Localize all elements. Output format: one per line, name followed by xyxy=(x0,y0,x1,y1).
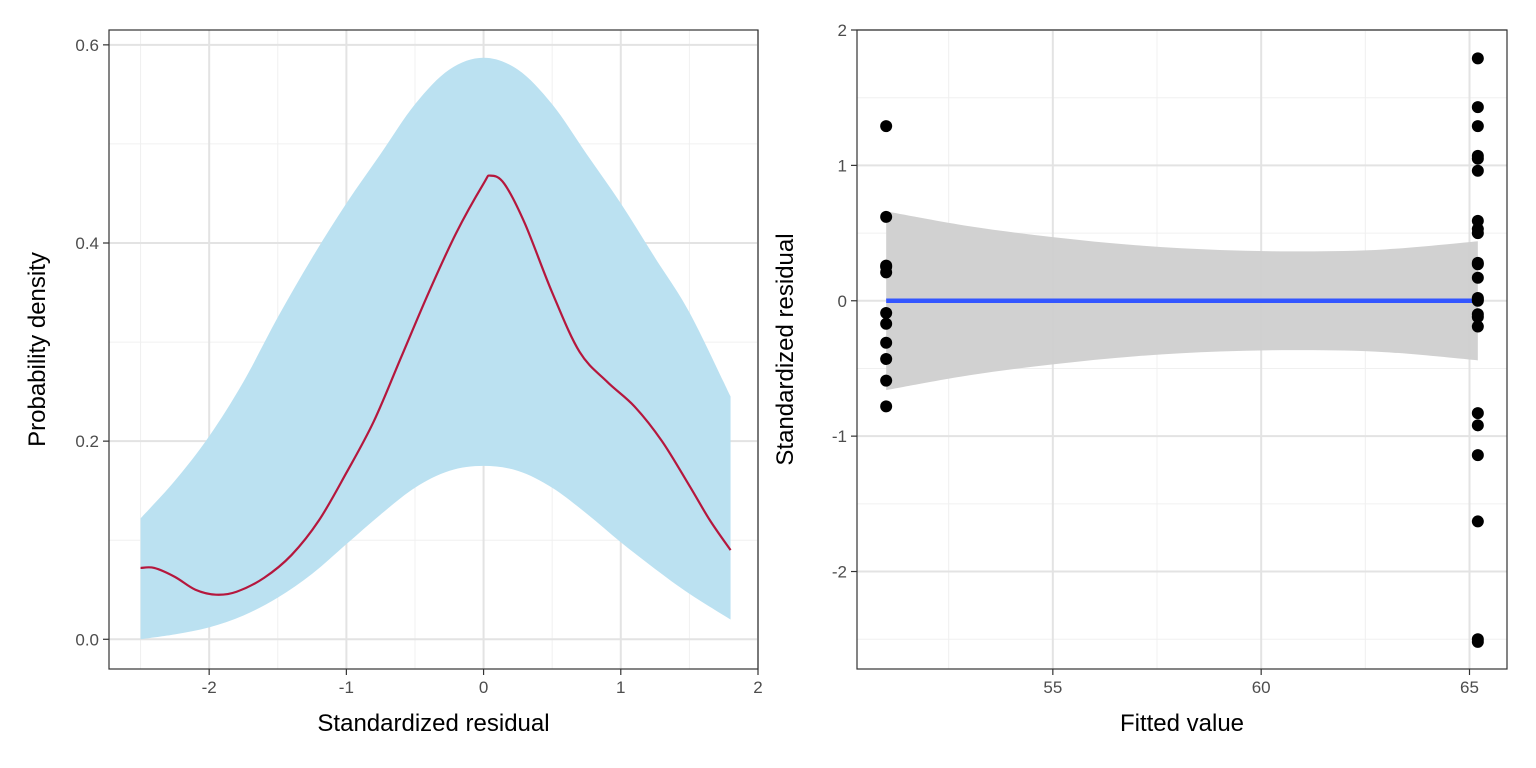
data-point xyxy=(880,317,893,330)
x-tick-label: -1 xyxy=(339,678,354,697)
x-tick-label: 65 xyxy=(1460,678,1479,697)
y-tick-label: -2 xyxy=(832,563,847,582)
data-point xyxy=(880,210,893,223)
x-axis-title: Standardized residual xyxy=(317,710,549,737)
confidence-band xyxy=(140,57,731,640)
density-plot-panel: -2 -1 0 1 2 0.0 0.2 0.4 0.6 Standardized residua… xyxy=(24,29,763,737)
y-tick-label: -1 xyxy=(832,427,847,446)
residual-plot-panel: 55 60 65 -2 -1 0 1 2 Fitted value Standardized … xyxy=(772,21,1508,737)
data-point xyxy=(1471,227,1484,240)
x-tick-label: 55 xyxy=(1043,678,1062,697)
data-point xyxy=(880,120,893,133)
y-tick-label: 1 xyxy=(838,156,847,175)
data-point xyxy=(1471,101,1484,114)
plot-border xyxy=(108,29,759,670)
data-point xyxy=(1471,515,1484,528)
data-point xyxy=(880,352,893,365)
axis-ticks: -2 -1 0 1 2 0.0 0.2 0.4 0.6 xyxy=(75,36,762,697)
data-point xyxy=(1471,449,1484,462)
data-point xyxy=(880,336,893,349)
data-point xyxy=(1471,271,1484,284)
y-tick-label: 0.2 xyxy=(75,432,99,451)
data-point xyxy=(1471,52,1484,65)
x-tick-label: 0 xyxy=(479,678,488,697)
data-point xyxy=(1471,152,1484,165)
data-point xyxy=(1471,164,1484,177)
data-point xyxy=(1471,635,1484,648)
y-tick-label: 0.4 xyxy=(75,234,99,253)
data-point xyxy=(880,306,893,319)
y-tick-label: 0.6 xyxy=(75,36,99,55)
plot-border xyxy=(856,29,1508,670)
density-line xyxy=(140,174,732,596)
data-point xyxy=(1471,419,1484,432)
x-axis-title: Fitted value xyxy=(1120,710,1244,737)
axis-ticks: 55 60 65 -2 -1 0 1 2 xyxy=(832,21,1479,697)
x-tick-label: 1 xyxy=(616,678,625,697)
data-point xyxy=(880,260,893,273)
y-tick-label: 0 xyxy=(838,292,847,311)
y-tick-label: 0.0 xyxy=(75,630,99,649)
x-tick-label: 2 xyxy=(753,678,762,697)
x-tick-label: -2 xyxy=(202,678,217,697)
data-point xyxy=(880,400,893,413)
data-point xyxy=(1471,407,1484,420)
data-point xyxy=(1471,311,1484,324)
y-axis-title: Probability density xyxy=(24,252,51,447)
y-tick-label: 2 xyxy=(838,21,847,40)
data-point xyxy=(880,374,893,387)
y-axis-title: Standardized residual xyxy=(772,233,799,465)
data-point xyxy=(1471,292,1484,305)
data-points xyxy=(880,52,1484,648)
x-tick-label: 60 xyxy=(1252,678,1271,697)
data-point xyxy=(1471,320,1484,333)
data-point xyxy=(1471,258,1484,271)
data-point xyxy=(1471,120,1484,133)
